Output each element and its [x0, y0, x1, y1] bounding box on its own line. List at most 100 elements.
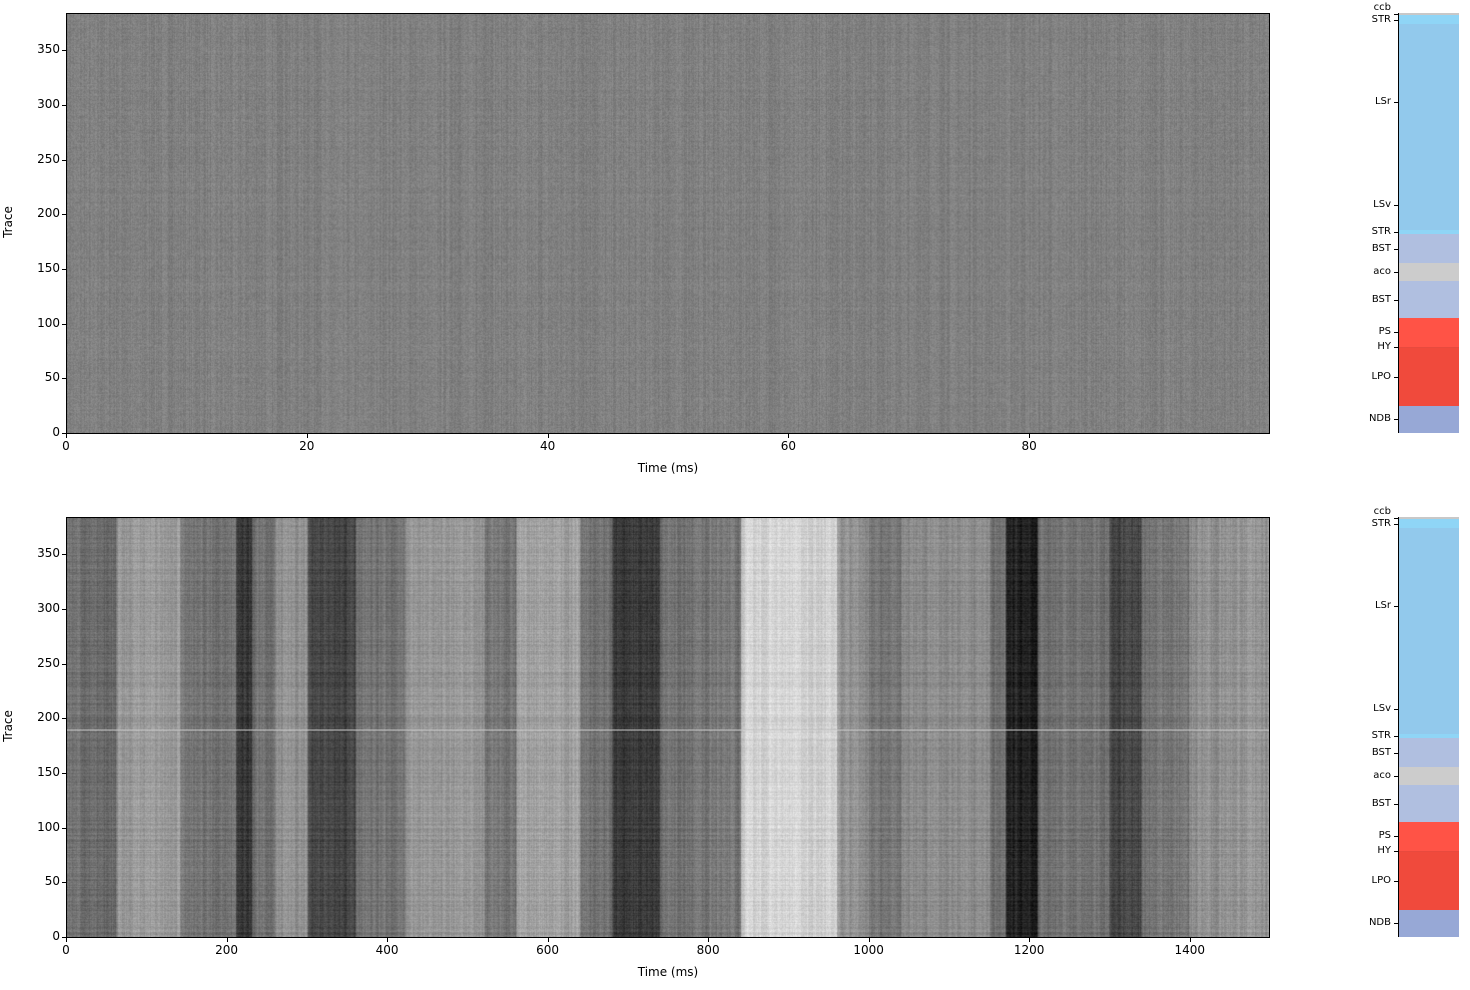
x-tick-mark: [66, 938, 67, 942]
x-tick-label: 400: [375, 943, 399, 957]
region-NDB: [1399, 909, 1459, 937]
heatmap-axes-1: [66, 13, 1270, 434]
x-tick-label: 80: [1021, 439, 1037, 453]
region-PS: [1399, 822, 1459, 851]
region-label: NDB: [1368, 917, 1391, 929]
region-tick: [1394, 708, 1398, 710]
y-tick-label: 200: [37, 206, 60, 221]
region-label: ccb: [1373, 505, 1391, 517]
region-HY: [1399, 346, 1459, 348]
region-label: LPO: [1371, 874, 1391, 886]
x-tick-label: 600: [536, 943, 560, 957]
region-tick: [1394, 204, 1398, 206]
region-label: BST: [1371, 293, 1391, 305]
region-tick: [1394, 923, 1398, 925]
region-tick: [1394, 803, 1398, 805]
region-label: STR: [1371, 517, 1391, 529]
y-tick-mark: [62, 50, 66, 52]
region-label: STR: [1371, 225, 1391, 237]
y-tick-label: 0: [52, 929, 60, 943]
region-tick: [1394, 606, 1398, 608]
x-axis-label: Time (ms): [637, 461, 699, 475]
y-tick-label: 150: [37, 764, 60, 779]
x-tick-mark: [788, 434, 790, 438]
region-label: ccb: [1373, 1, 1391, 13]
y-tick-mark: [62, 937, 66, 938]
region-STR: [1399, 733, 1459, 738]
region-tick: [1394, 851, 1398, 853]
y-tick-mark: [62, 882, 66, 884]
brain-region-bar-1: [1398, 13, 1459, 433]
heatmap-axes-2: [66, 517, 1270, 938]
x-tick-mark: [1029, 938, 1031, 942]
region-LSr: [1399, 23, 1459, 181]
x-tick-mark: [1029, 434, 1031, 438]
heatmap-image: [67, 14, 1269, 433]
y-tick-mark: [62, 827, 66, 829]
region-label: LSv: [1373, 702, 1391, 714]
region-tick: [1394, 776, 1398, 778]
y-tick-label: 350: [37, 42, 60, 57]
y-axis-label: Trace: [0, 710, 15, 742]
y-tick-label: 0: [52, 425, 60, 439]
region-label: LSr: [1374, 96, 1391, 108]
y-tick-mark: [62, 104, 66, 106]
y-tick-mark: [62, 772, 66, 774]
y-tick-mark: [62, 323, 66, 325]
y-tick-mark: [62, 608, 66, 610]
region-BST: [1399, 233, 1459, 264]
region-label: HY: [1377, 845, 1391, 857]
region-tick: [1394, 752, 1398, 754]
region-tick: [1394, 836, 1398, 838]
y-tick-mark: [62, 214, 66, 216]
x-tick-mark: [547, 434, 549, 438]
y-tick-label: 350: [37, 546, 60, 561]
x-tick-label: 200: [215, 943, 238, 957]
y-tick-label: 50: [44, 370, 60, 385]
x-tick-mark: [708, 938, 710, 942]
y-tick-label: 300: [37, 600, 60, 615]
region-tick: [1394, 102, 1398, 104]
y-axis-label: Trace: [0, 206, 15, 238]
region-label: NDB: [1368, 413, 1391, 425]
y-tick-mark: [62, 718, 66, 720]
x-tick-mark: [547, 938, 549, 942]
brain-region-bar-2: [1398, 517, 1459, 937]
region-tick: [1394, 523, 1398, 525]
x-tick-mark: [868, 938, 870, 942]
x-tick-mark: [387, 938, 389, 942]
region-LSv: [1399, 684, 1459, 734]
region-tick: [1394, 231, 1398, 233]
region-NDB: [1399, 405, 1459, 433]
region-tick: [1394, 376, 1398, 378]
region-aco: [1399, 263, 1459, 281]
region-aco: [1399, 767, 1459, 785]
region-BST: [1399, 280, 1459, 319]
region-tick: [1394, 419, 1398, 421]
y-tick-mark: [62, 554, 66, 556]
region-label: BST: [1371, 746, 1391, 758]
region-label: PS: [1378, 830, 1391, 842]
region-tick: [1394, 19, 1398, 21]
y-tick-label: 250: [37, 151, 60, 166]
x-tick-mark: [66, 434, 67, 438]
y-tick-label: 200: [37, 710, 60, 725]
region-tick: [1394, 332, 1398, 334]
region-PS: [1399, 318, 1459, 347]
region-STR: [1399, 229, 1459, 234]
region-tick: [1394, 347, 1398, 349]
region-LSr: [1399, 527, 1459, 685]
region-label: LSv: [1373, 198, 1391, 210]
y-tick-label: 100: [37, 819, 60, 834]
x-tick-label: 1000: [853, 943, 884, 957]
region-label: LPO: [1371, 370, 1391, 382]
region-BST: [1399, 784, 1459, 823]
region-label: LSr: [1374, 600, 1391, 612]
x-axis-label: Time (ms): [637, 965, 699, 979]
x-tick-label: 0: [62, 943, 70, 957]
region-LSv: [1399, 180, 1459, 230]
x-tick-label: 40: [539, 439, 556, 453]
x-tick-mark: [306, 434, 308, 438]
x-tick-label: 1400: [1174, 943, 1205, 957]
y-tick-label: 150: [37, 260, 60, 275]
